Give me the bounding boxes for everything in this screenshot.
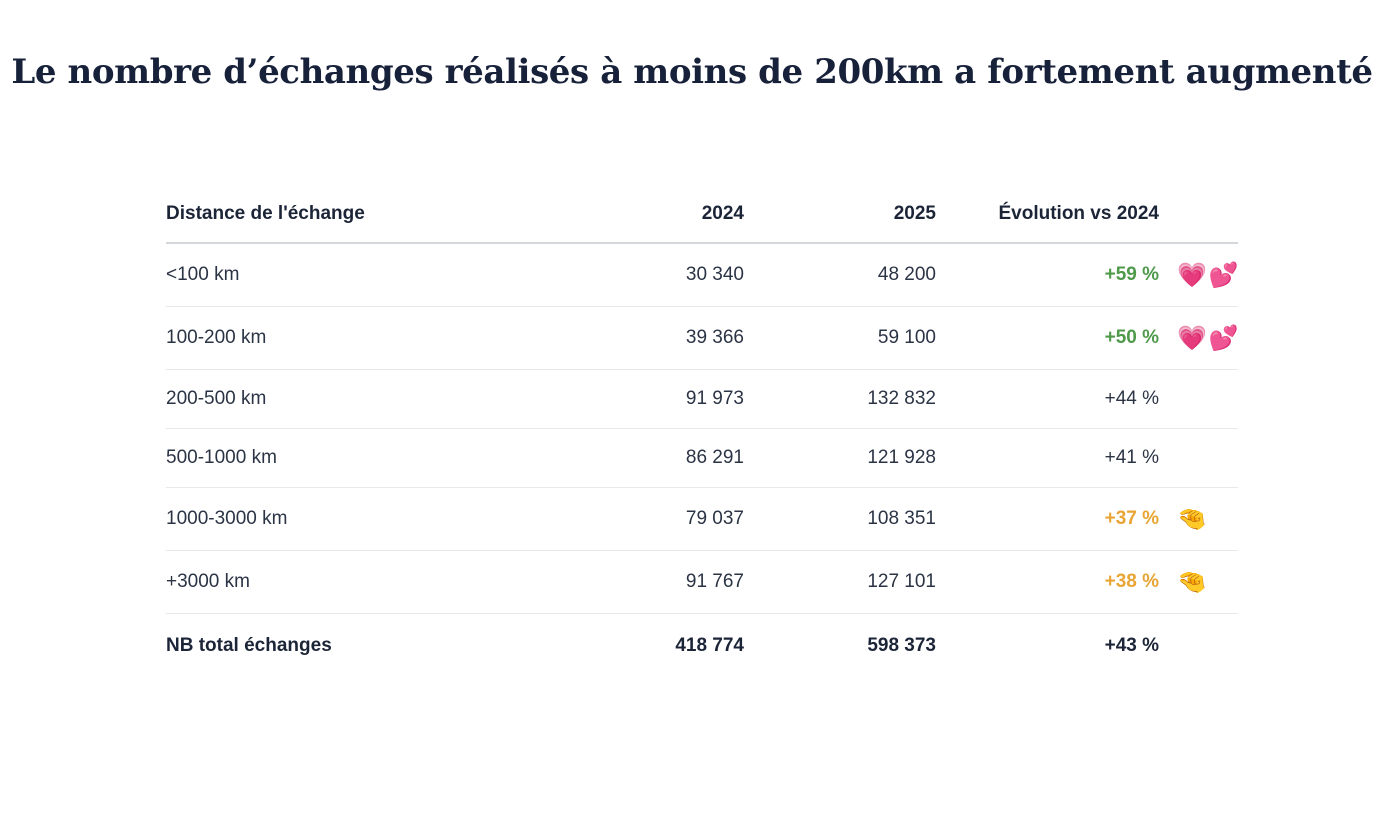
cell-2025: 48 200	[744, 243, 936, 307]
pinching-hand-icon: 🤏	[1159, 487, 1238, 551]
cell-distance: 500-1000 km	[166, 428, 566, 488]
data-table: Distance de l'échange 2024 2025 Évolutio…	[166, 186, 1239, 679]
exchange-distance-table: Distance de l'échange 2024 2025 Évolutio…	[166, 186, 1239, 679]
header-emoji-spacer	[1159, 186, 1238, 244]
table-row-total: NB total échanges 418 774 598 373 +43 %	[166, 614, 1238, 679]
cell-2024: 91 767	[566, 550, 744, 614]
cell-evolution: +59 %	[936, 243, 1159, 307]
hearts-icon: 💗💕	[1159, 306, 1239, 370]
cell-evolution: +50 %	[936, 306, 1159, 370]
cell-evolution: +41 %	[936, 428, 1159, 488]
total-emoji-spacer	[1159, 614, 1238, 679]
cell-2025: 108 351	[744, 487, 936, 551]
cell-emoji-empty	[1159, 369, 1238, 429]
cell-2024: 39 366	[566, 306, 744, 370]
pinching-hand-icon: 🤏	[1159, 550, 1238, 614]
header-evolution: Évolution vs 2024	[936, 186, 1159, 244]
cell-emoji-empty	[1159, 428, 1238, 488]
table-row-500-1000: 500-1000 km 86 291 121 928 +41 %	[166, 428, 1238, 488]
cell-2025: 121 928	[744, 428, 936, 488]
cell-2025: 132 832	[744, 369, 936, 429]
total-evolution: +43 %	[1104, 635, 1159, 656]
cell-distance: <100 km	[166, 243, 566, 307]
cell-distance: 1000-3000 km	[166, 487, 566, 551]
table-row-lt100: <100 km 30 340 48 200 +59 % 💗💕	[166, 243, 1239, 307]
header-row: Distance de l'échange 2024 2025 Évolutio…	[166, 186, 1238, 244]
total-2025: 598 373	[867, 635, 936, 656]
header-distance: Distance de l'échange	[166, 186, 566, 244]
cell-distance: +3000 km	[166, 550, 566, 614]
cell-distance: 100-200 km	[166, 306, 566, 370]
cell-2025: 127 101	[744, 550, 936, 614]
hearts-icon: 💗💕	[1159, 243, 1239, 307]
cell-evolution: +37 %	[936, 487, 1159, 551]
page-title: Le nombre d’échanges réalisés à moins de…	[11, 52, 1373, 92]
cell-2024: 86 291	[566, 428, 744, 488]
cell-2024: 91 973	[566, 369, 744, 429]
cell-evolution: +44 %	[936, 369, 1159, 429]
cell-2025: 59 100	[744, 306, 936, 370]
table-row-1000-3000: 1000-3000 km 79 037 108 351 +37 % 🤏	[166, 487, 1238, 551]
table-row-100-200: 100-200 km 39 366 59 100 +50 % 💗💕	[166, 306, 1239, 370]
table-row-gt3000: +3000 km 91 767 127 101 +38 % 🤏	[166, 550, 1238, 614]
cell-2024: 30 340	[566, 243, 744, 307]
header-2024: 2024	[566, 186, 744, 244]
table-row-200-500: 200-500 km 91 973 132 832 +44 %	[166, 369, 1238, 429]
cell-evolution: +38 %	[936, 550, 1159, 614]
cell-distance: 200-500 km	[166, 369, 566, 429]
header-2025: 2025	[744, 186, 936, 244]
cell-2024: 79 037	[566, 487, 744, 551]
total-2024: 418 774	[675, 635, 744, 656]
total-label: NB total échanges	[166, 635, 332, 656]
